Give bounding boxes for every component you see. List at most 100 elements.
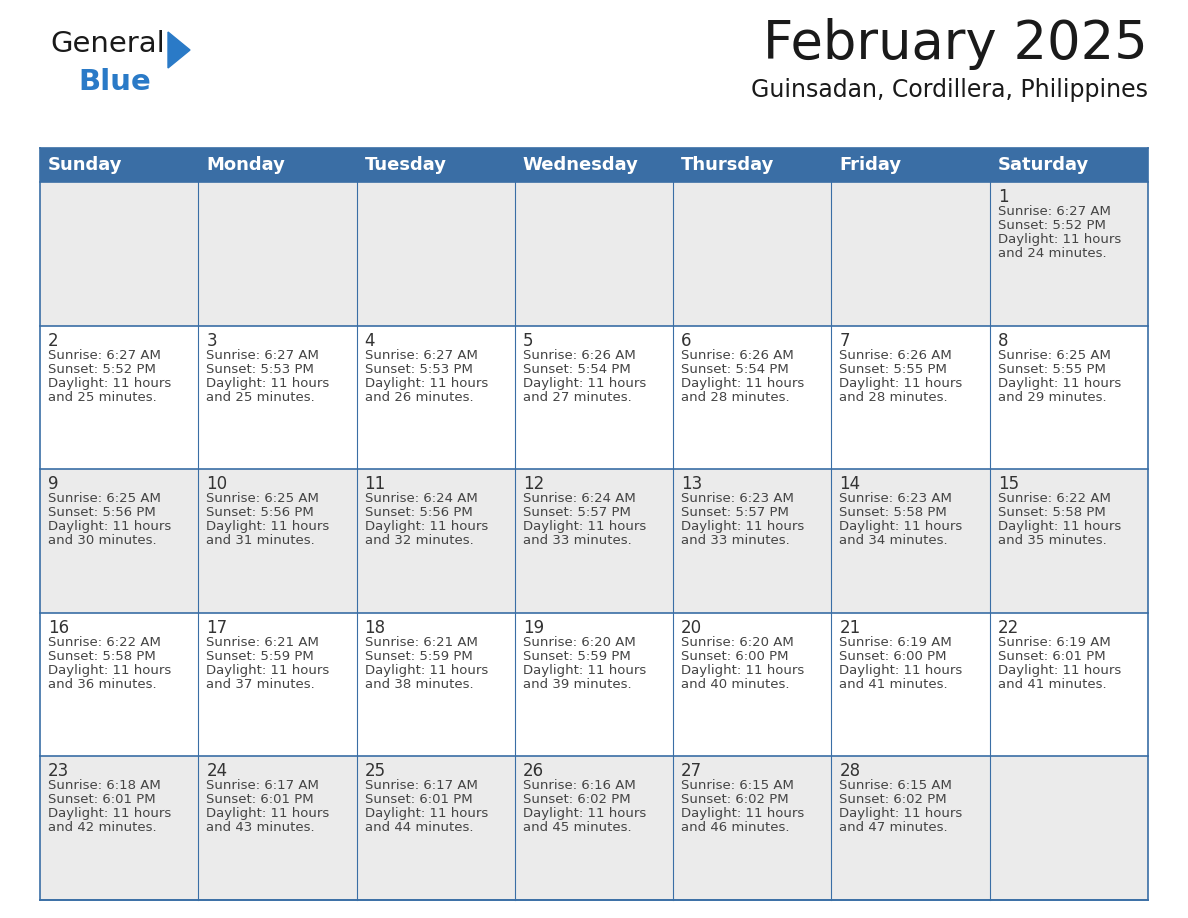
Text: Daylight: 11 hours: Daylight: 11 hours bbox=[48, 664, 171, 677]
Text: and 25 minutes.: and 25 minutes. bbox=[48, 390, 157, 404]
Text: 14: 14 bbox=[840, 476, 860, 493]
Text: Daylight: 11 hours: Daylight: 11 hours bbox=[365, 808, 488, 821]
Text: and 28 minutes.: and 28 minutes. bbox=[840, 390, 948, 404]
Text: Sunrise: 6:21 AM: Sunrise: 6:21 AM bbox=[207, 636, 320, 649]
Bar bbox=[40, 469, 1148, 613]
Text: Sunset: 5:57 PM: Sunset: 5:57 PM bbox=[681, 506, 789, 520]
Text: and 25 minutes.: and 25 minutes. bbox=[207, 390, 315, 404]
Text: and 33 minutes.: and 33 minutes. bbox=[681, 534, 790, 547]
Text: and 43 minutes.: and 43 minutes. bbox=[207, 822, 315, 834]
Text: 3: 3 bbox=[207, 331, 217, 350]
Text: Sunset: 5:58 PM: Sunset: 5:58 PM bbox=[998, 506, 1106, 520]
Text: Sunrise: 6:24 AM: Sunrise: 6:24 AM bbox=[523, 492, 636, 505]
Text: Sunrise: 6:24 AM: Sunrise: 6:24 AM bbox=[365, 492, 478, 505]
Text: 24: 24 bbox=[207, 763, 227, 780]
Text: Sunrise: 6:15 AM: Sunrise: 6:15 AM bbox=[840, 779, 953, 792]
Bar bbox=[40, 182, 1148, 326]
Text: and 41 minutes.: and 41 minutes. bbox=[998, 677, 1106, 691]
Text: 17: 17 bbox=[207, 619, 227, 637]
Text: Sunrise: 6:25 AM: Sunrise: 6:25 AM bbox=[207, 492, 320, 505]
Text: 2: 2 bbox=[48, 331, 58, 350]
Text: Sunset: 6:00 PM: Sunset: 6:00 PM bbox=[840, 650, 947, 663]
Text: Sunrise: 6:22 AM: Sunrise: 6:22 AM bbox=[48, 636, 160, 649]
Text: Sunrise: 6:16 AM: Sunrise: 6:16 AM bbox=[523, 779, 636, 792]
Text: Sunrise: 6:19 AM: Sunrise: 6:19 AM bbox=[998, 636, 1111, 649]
Polygon shape bbox=[168, 32, 190, 68]
Text: 8: 8 bbox=[998, 331, 1009, 350]
Text: Sunset: 5:58 PM: Sunset: 5:58 PM bbox=[840, 506, 947, 520]
Text: 19: 19 bbox=[523, 619, 544, 637]
Text: Sunrise: 6:20 AM: Sunrise: 6:20 AM bbox=[523, 636, 636, 649]
Text: Wednesday: Wednesday bbox=[523, 156, 639, 174]
Text: Daylight: 11 hours: Daylight: 11 hours bbox=[998, 376, 1121, 389]
Text: 25: 25 bbox=[365, 763, 386, 780]
Text: 7: 7 bbox=[840, 331, 849, 350]
Text: Daylight: 11 hours: Daylight: 11 hours bbox=[681, 376, 804, 389]
Text: Sunrise: 6:23 AM: Sunrise: 6:23 AM bbox=[840, 492, 953, 505]
Text: Saturday: Saturday bbox=[998, 156, 1089, 174]
Text: 12: 12 bbox=[523, 476, 544, 493]
Text: and 47 minutes.: and 47 minutes. bbox=[840, 822, 948, 834]
Text: Daylight: 11 hours: Daylight: 11 hours bbox=[840, 521, 962, 533]
Text: Daylight: 11 hours: Daylight: 11 hours bbox=[523, 376, 646, 389]
Text: Sunset: 6:00 PM: Sunset: 6:00 PM bbox=[681, 650, 789, 663]
Text: and 24 minutes.: and 24 minutes. bbox=[998, 247, 1106, 260]
Text: and 38 minutes.: and 38 minutes. bbox=[365, 677, 473, 691]
Text: and 28 minutes.: and 28 minutes. bbox=[681, 390, 790, 404]
Text: 9: 9 bbox=[48, 476, 58, 493]
Text: and 30 minutes.: and 30 minutes. bbox=[48, 534, 157, 547]
Text: 28: 28 bbox=[840, 763, 860, 780]
Text: and 46 minutes.: and 46 minutes. bbox=[681, 822, 790, 834]
Text: and 36 minutes.: and 36 minutes. bbox=[48, 677, 157, 691]
Text: 23: 23 bbox=[48, 763, 69, 780]
Text: Sunset: 5:54 PM: Sunset: 5:54 PM bbox=[681, 363, 789, 375]
Text: and 31 minutes.: and 31 minutes. bbox=[207, 534, 315, 547]
Text: Sunrise: 6:23 AM: Sunrise: 6:23 AM bbox=[681, 492, 794, 505]
Text: Sunset: 5:59 PM: Sunset: 5:59 PM bbox=[207, 650, 314, 663]
Text: 18: 18 bbox=[365, 619, 386, 637]
Text: Sunset: 6:01 PM: Sunset: 6:01 PM bbox=[48, 793, 156, 806]
Text: and 39 minutes.: and 39 minutes. bbox=[523, 677, 632, 691]
Text: Daylight: 11 hours: Daylight: 11 hours bbox=[207, 376, 329, 389]
Text: and 44 minutes.: and 44 minutes. bbox=[365, 822, 473, 834]
Text: and 34 minutes.: and 34 minutes. bbox=[840, 534, 948, 547]
Text: Sunrise: 6:22 AM: Sunrise: 6:22 AM bbox=[998, 492, 1111, 505]
Text: Sunset: 5:56 PM: Sunset: 5:56 PM bbox=[48, 506, 156, 520]
Text: Blue: Blue bbox=[78, 68, 151, 96]
Text: Daylight: 11 hours: Daylight: 11 hours bbox=[365, 376, 488, 389]
Text: Daylight: 11 hours: Daylight: 11 hours bbox=[840, 808, 962, 821]
Text: Daylight: 11 hours: Daylight: 11 hours bbox=[48, 521, 171, 533]
Text: 1: 1 bbox=[998, 188, 1009, 206]
Text: 20: 20 bbox=[681, 619, 702, 637]
Text: 15: 15 bbox=[998, 476, 1019, 493]
Text: Sunrise: 6:17 AM: Sunrise: 6:17 AM bbox=[365, 779, 478, 792]
Text: Sunset: 6:02 PM: Sunset: 6:02 PM bbox=[523, 793, 631, 806]
Text: 26: 26 bbox=[523, 763, 544, 780]
Text: Daylight: 11 hours: Daylight: 11 hours bbox=[998, 233, 1121, 246]
Text: Sunset: 5:57 PM: Sunset: 5:57 PM bbox=[523, 506, 631, 520]
Text: 13: 13 bbox=[681, 476, 702, 493]
Text: Sunset: 5:55 PM: Sunset: 5:55 PM bbox=[998, 363, 1106, 375]
Text: General: General bbox=[50, 30, 165, 58]
Text: Sunrise: 6:21 AM: Sunrise: 6:21 AM bbox=[365, 636, 478, 649]
Text: 6: 6 bbox=[681, 331, 691, 350]
Text: Daylight: 11 hours: Daylight: 11 hours bbox=[48, 376, 171, 389]
Text: Sunset: 6:01 PM: Sunset: 6:01 PM bbox=[207, 793, 314, 806]
Text: and 32 minutes.: and 32 minutes. bbox=[365, 534, 473, 547]
Text: Sunset: 5:58 PM: Sunset: 5:58 PM bbox=[48, 650, 156, 663]
Text: 10: 10 bbox=[207, 476, 227, 493]
Text: Sunset: 5:56 PM: Sunset: 5:56 PM bbox=[365, 506, 473, 520]
Text: Sunset: 5:53 PM: Sunset: 5:53 PM bbox=[207, 363, 314, 375]
Text: and 35 minutes.: and 35 minutes. bbox=[998, 534, 1106, 547]
Text: Sunrise: 6:25 AM: Sunrise: 6:25 AM bbox=[998, 349, 1111, 362]
Text: Sunrise: 6:26 AM: Sunrise: 6:26 AM bbox=[840, 349, 952, 362]
Text: Sunset: 6:02 PM: Sunset: 6:02 PM bbox=[840, 793, 947, 806]
Text: 11: 11 bbox=[365, 476, 386, 493]
Text: 22: 22 bbox=[998, 619, 1019, 637]
Text: and 29 minutes.: and 29 minutes. bbox=[998, 390, 1106, 404]
Text: Sunrise: 6:26 AM: Sunrise: 6:26 AM bbox=[523, 349, 636, 362]
Text: Sunday: Sunday bbox=[48, 156, 122, 174]
Text: Sunset: 6:01 PM: Sunset: 6:01 PM bbox=[998, 650, 1105, 663]
Text: 5: 5 bbox=[523, 331, 533, 350]
Text: Daylight: 11 hours: Daylight: 11 hours bbox=[207, 808, 329, 821]
